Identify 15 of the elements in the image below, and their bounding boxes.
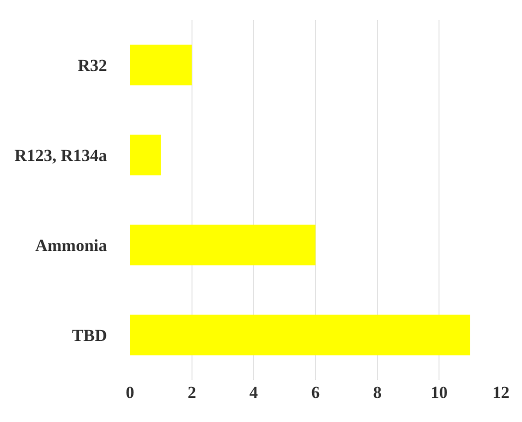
x-tick-label: 2 (188, 383, 196, 402)
y-tick-label: R123, R134a (14, 146, 108, 165)
x-tick-label: 8 (373, 383, 382, 402)
bar (130, 314, 470, 356)
x-tick-label: 6 (311, 383, 320, 402)
y-tick-label: Ammonia (35, 236, 108, 255)
x-tick-label: 10 (430, 383, 448, 402)
x-tick-label: 12 (492, 383, 510, 402)
bar (130, 224, 316, 266)
y-tick-label: R32 (78, 56, 107, 75)
x-tick-label: 0 (126, 383, 134, 402)
bar (130, 44, 192, 86)
bar (130, 134, 161, 176)
y-tick-label: TBD (72, 326, 107, 345)
x-tick-label: 4 (249, 383, 258, 402)
